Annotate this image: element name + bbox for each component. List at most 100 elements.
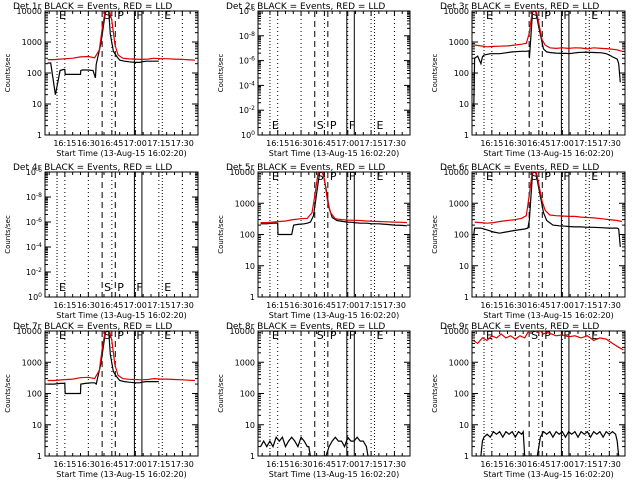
plot-frame [44,171,199,298]
x-axis-label: Start Time (13-Aug-15 16:02:20) [56,149,187,158]
x-tick-label: 17:00 [124,460,147,469]
x-tick-label: 16:15 [266,139,289,148]
x-axis-label: Start Time (13-Aug-15 16:02:20) [56,311,187,320]
marker-label: P [117,329,124,342]
y-tick-label: 1 [250,452,255,461]
marker-label: E [591,170,598,183]
y-tick-label: 1000 [22,38,42,47]
events-series-line [47,331,159,395]
marker-label: E [591,9,598,22]
y-tick-label: 10-8 [239,31,255,41]
x-tick-label: 16:30 [290,301,313,310]
x-tick-label: 16:45 [527,301,550,310]
series-group [260,172,407,236]
panel-det-2: Det 2r BLACK = Events, RED = LLD 100 10-2 1… [217,2,411,158]
events-series-line [473,172,621,247]
y-tick-label: 10 [459,421,469,430]
x-tick-label: 16:30 [504,460,527,469]
y-tick-label: 10000 [17,7,42,16]
x-tick-label: 17:15 [360,460,383,469]
series-group [260,435,370,456]
x-tick-label: 17:15 [360,139,383,148]
panel-title: Det 6r BLACK = Events, RED = LLD [440,163,599,173]
marker-label: P [330,119,337,132]
y-tick-label: 10 [459,100,469,109]
y-tick-label: 1000 [235,358,255,367]
y-axis-label: Counts/sec [431,54,439,93]
y-axis-label: Counts/sec [4,215,12,254]
marker-label: P [117,9,124,22]
y-tick-label: 1000 [235,199,255,208]
y-tick-label: 10 [245,262,255,271]
x-tick-label: 17:00 [124,139,147,148]
events-series-line [47,11,159,95]
marker-label: F [563,9,569,22]
y-tick-label: 10000 [444,168,469,177]
series-group [47,331,195,395]
marker-label: E [377,119,384,132]
y-tick-label: 10000 [17,327,42,336]
marker-label: F [563,170,569,183]
y-tick-label: 1 [37,452,42,461]
y-tick-label: 10-6 [239,56,255,66]
x-tick-label: 17:00 [336,139,359,148]
x-tick-label: 17:00 [551,139,574,148]
lld-series-line [47,331,195,382]
y-axis-label: Counts/sec [217,215,225,254]
x-tick-label: 16:15 [266,460,289,469]
x-tick-label: 16:30 [77,301,100,310]
panel-det-4: Det 4r BLACK = Events, RED = LLD 100 10-2 1… [4,163,199,320]
panel-title: Det 7r BLACK = Events, RED = LLD [13,322,172,332]
marker-label: E [486,170,493,183]
marker-label: E [59,9,66,22]
x-tick-label: 16:45 [100,460,123,469]
x-axis-label: Start Time (13-Aug-15 16:02:20) [269,470,400,479]
x-tick-label: 16:45 [313,460,336,469]
x-tick-label: 16:15 [53,301,76,310]
marker-label: E [164,329,171,342]
plot-frame [471,330,626,457]
y-tick-label: 10000 [230,327,255,336]
x-tick-label: 16:15 [480,139,503,148]
x-tick-label: 17:15 [574,139,597,148]
y-tick-label: 100 [241,130,255,140]
marker-label: E [164,9,171,22]
x-tick-label: 17:30 [171,460,194,469]
y-tick-label: 10000 [444,7,469,16]
series-group [473,11,623,108]
marker-label: S [317,119,324,132]
panel-det-7: Det 7r BLACK = Events, RED = LLD 1 10 100 10… [4,322,199,479]
panel-det-9: Det 9r BLACK = Events, RED = LLD 1 10 100 10… [431,322,626,479]
x-tick-label: 16:45 [313,139,336,148]
y-tick-label: 10-4 [239,80,255,90]
panel-title: Det 1r BLACK = Events, RED = LLD [13,2,172,12]
marker-label: P [330,329,337,342]
x-tick-label: 16:15 [53,460,76,469]
plot-frame [471,171,626,298]
x-tick-label: 16:15 [480,460,503,469]
y-axis-label: Counts/sec [431,374,439,413]
x-tick-label: 17:15 [360,301,383,310]
marker-label: E [272,119,279,132]
marker-label: F [136,9,142,22]
x-tick-label: 17:30 [383,301,406,310]
y-tick-label: 100 [454,390,469,399]
panel-det-1: Det 1r BLACK = Events, RED = LLD 1 10 100 10… [4,2,199,158]
y-tick-label: 10000 [444,327,469,336]
x-tick-label: 17:30 [598,460,621,469]
marker-label: S [531,170,538,183]
y-tick-label: 100 [27,390,42,399]
y-tick-label: 100 [240,390,255,399]
x-tick-label: 17:00 [124,301,147,310]
y-tick-label: 1000 [449,199,469,208]
x-tick-label: 17:00 [551,460,574,469]
events-series-line [260,435,370,456]
events-series-line [480,429,620,456]
x-tick-label: 16:15 [480,301,503,310]
x-axis-label: Start Time (13-Aug-15 16:02:20) [269,149,400,158]
marker-label: E [272,329,279,342]
y-tick-label: 1 [464,293,469,302]
y-tick-label: 10 [245,421,255,430]
